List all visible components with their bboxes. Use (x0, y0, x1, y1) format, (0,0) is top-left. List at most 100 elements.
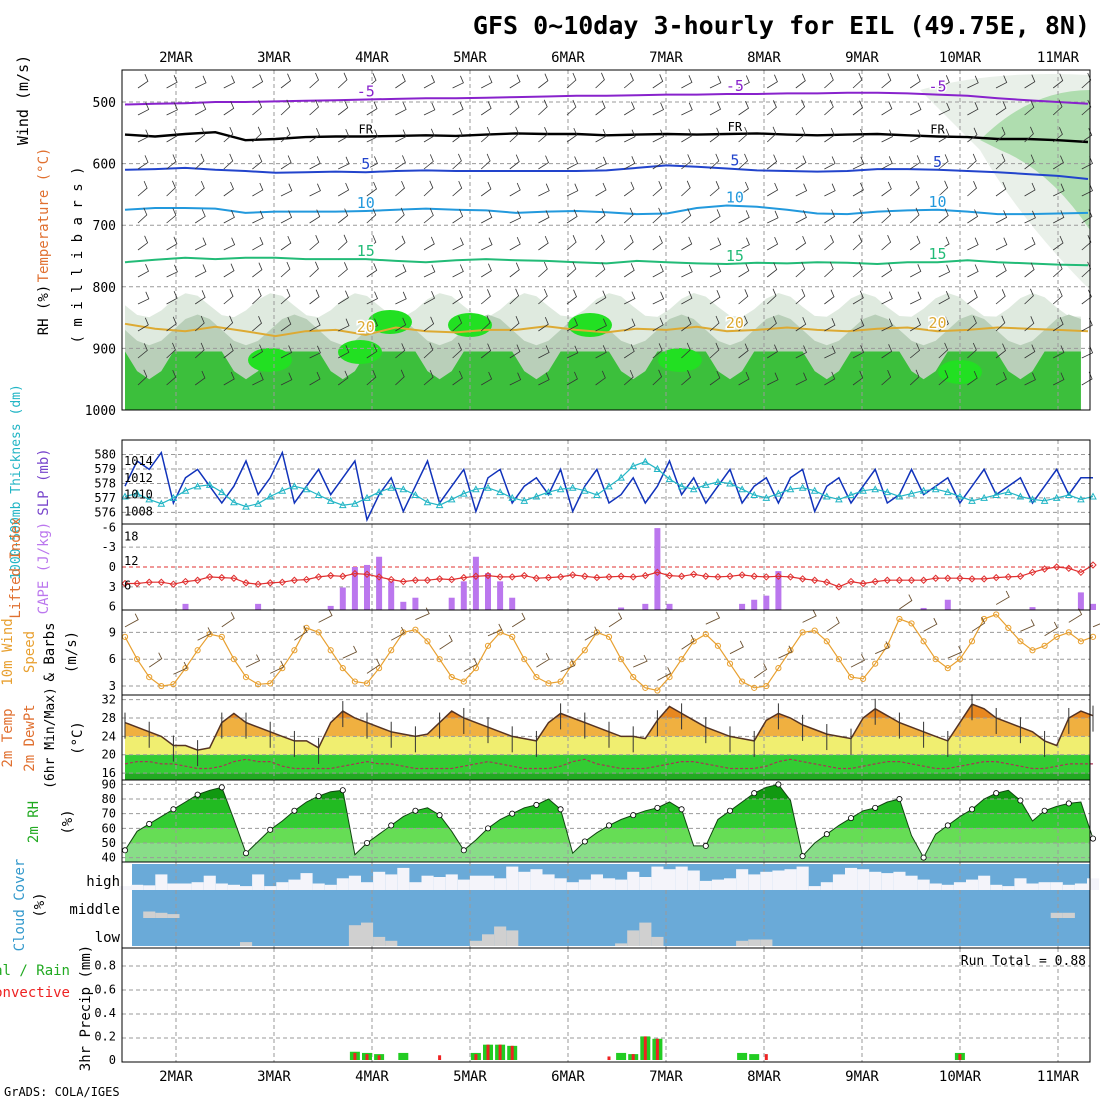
wind-barb (223, 210, 235, 224)
wind-barb (1081, 72, 1092, 89)
wind-barb (1081, 371, 1093, 386)
rh2m-point (146, 820, 153, 827)
wind10-barb (778, 645, 793, 659)
wind-barb (480, 101, 492, 116)
wind10-point (460, 678, 467, 685)
wind10-point (630, 674, 637, 681)
wind-barb (480, 181, 492, 197)
wind-barb (909, 180, 920, 197)
cloud-high-bar (929, 883, 942, 890)
lifted-index-point (956, 574, 964, 582)
wind-barb (767, 236, 779, 251)
wind-barb (738, 126, 749, 143)
wind-barb (309, 289, 320, 305)
wind-barb (995, 126, 1006, 143)
wind-barb (681, 128, 693, 143)
rh-blob (338, 340, 382, 364)
thickness-point (217, 488, 226, 496)
y-tick-label: 1000 (85, 404, 116, 419)
wind-barb (566, 72, 577, 89)
wind-barb (480, 289, 491, 305)
thickness-point (810, 486, 819, 494)
lifted-index-point (883, 576, 892, 584)
slp-series-line (124, 450, 1093, 523)
wind-barb (194, 127, 206, 143)
lifted-index-point (1004, 573, 1013, 581)
isotherm-label: 5 (361, 155, 370, 173)
thickness-point (532, 492, 541, 500)
y-tick-label: 579 (94, 462, 116, 476)
cape-bar (388, 581, 395, 610)
wind10-point (835, 656, 843, 663)
wind10-barb (318, 609, 333, 623)
wind10-point (593, 629, 601, 636)
date-label-bottom: 8MAR (747, 1069, 781, 1085)
wind-barb (509, 126, 520, 143)
y-tick-label: 800 (93, 281, 116, 296)
wind-barb (423, 128, 435, 143)
wind-barb (738, 343, 749, 359)
thickness-point (133, 489, 141, 497)
wind-barb (366, 181, 377, 197)
y-tick-label: 0.4 (94, 1006, 116, 1020)
wind-barb (452, 75, 464, 89)
wind-barb (166, 264, 178, 278)
precip-run-total: Run Total = 0.88 (961, 954, 1086, 969)
rh2m-point (702, 842, 709, 849)
wind10-point (702, 631, 709, 638)
thickness-point (496, 488, 504, 496)
y-tick-label: 9 (109, 625, 116, 639)
wind-barb (566, 156, 579, 170)
lifted-index-point (968, 575, 976, 583)
wind-barb (481, 210, 493, 224)
wind-barb (252, 154, 263, 170)
rh2m-point (1017, 797, 1024, 804)
wind-barb (910, 102, 922, 116)
wind-barb (337, 290, 349, 305)
wind-barb (194, 153, 205, 170)
wind-barb (166, 208, 177, 224)
wind-barb (938, 154, 949, 170)
thickness-point (641, 457, 650, 465)
chart-title: GFS 0~10day 3-hourly for EIL (49.75E, 8N… (473, 11, 1090, 40)
cloud-high-bar (869, 871, 882, 890)
wind-barb (395, 291, 407, 305)
thickness-point (1052, 493, 1061, 501)
thickness-point (314, 490, 323, 499)
wind-barb (681, 316, 692, 332)
wind-barb (595, 208, 606, 224)
wind-barb (509, 182, 521, 197)
thickness-point (338, 501, 347, 509)
wind-barb (681, 370, 691, 386)
wind-barb (738, 210, 750, 224)
wind-barb (423, 316, 435, 332)
panel-frame-precip (121, 947, 1091, 1063)
wind-barb (309, 345, 321, 359)
thickness-point (290, 482, 299, 490)
wind-barb (538, 261, 548, 278)
wind-barb (795, 155, 807, 170)
wind10-barb (923, 617, 938, 632)
cloud-low-bar (627, 930, 640, 946)
wind-barb (852, 345, 865, 359)
wind10-point (1065, 629, 1072, 636)
thickness-point (714, 477, 722, 485)
lifted-index-point (290, 576, 299, 584)
wind-barb (1024, 210, 1036, 224)
cloud-high-bar (990, 884, 1003, 890)
thickness-point (411, 490, 420, 499)
wind-barb (795, 127, 806, 143)
wind10-barb (221, 612, 235, 628)
cape-bar (509, 597, 516, 610)
y-tick-label-right: 1014 (124, 454, 153, 468)
wind-barb (1052, 317, 1064, 332)
ylabel-lifted-index: Lifted Index (8, 517, 24, 618)
thickness-point (278, 486, 287, 494)
thickness-point (689, 485, 698, 493)
wind-barb (681, 236, 693, 251)
y-tick-label: 50 (102, 836, 116, 850)
cloud-high-bar (820, 882, 833, 890)
wind-barb (709, 127, 721, 143)
wind-barb (595, 72, 605, 89)
wind10-point (1041, 642, 1048, 649)
